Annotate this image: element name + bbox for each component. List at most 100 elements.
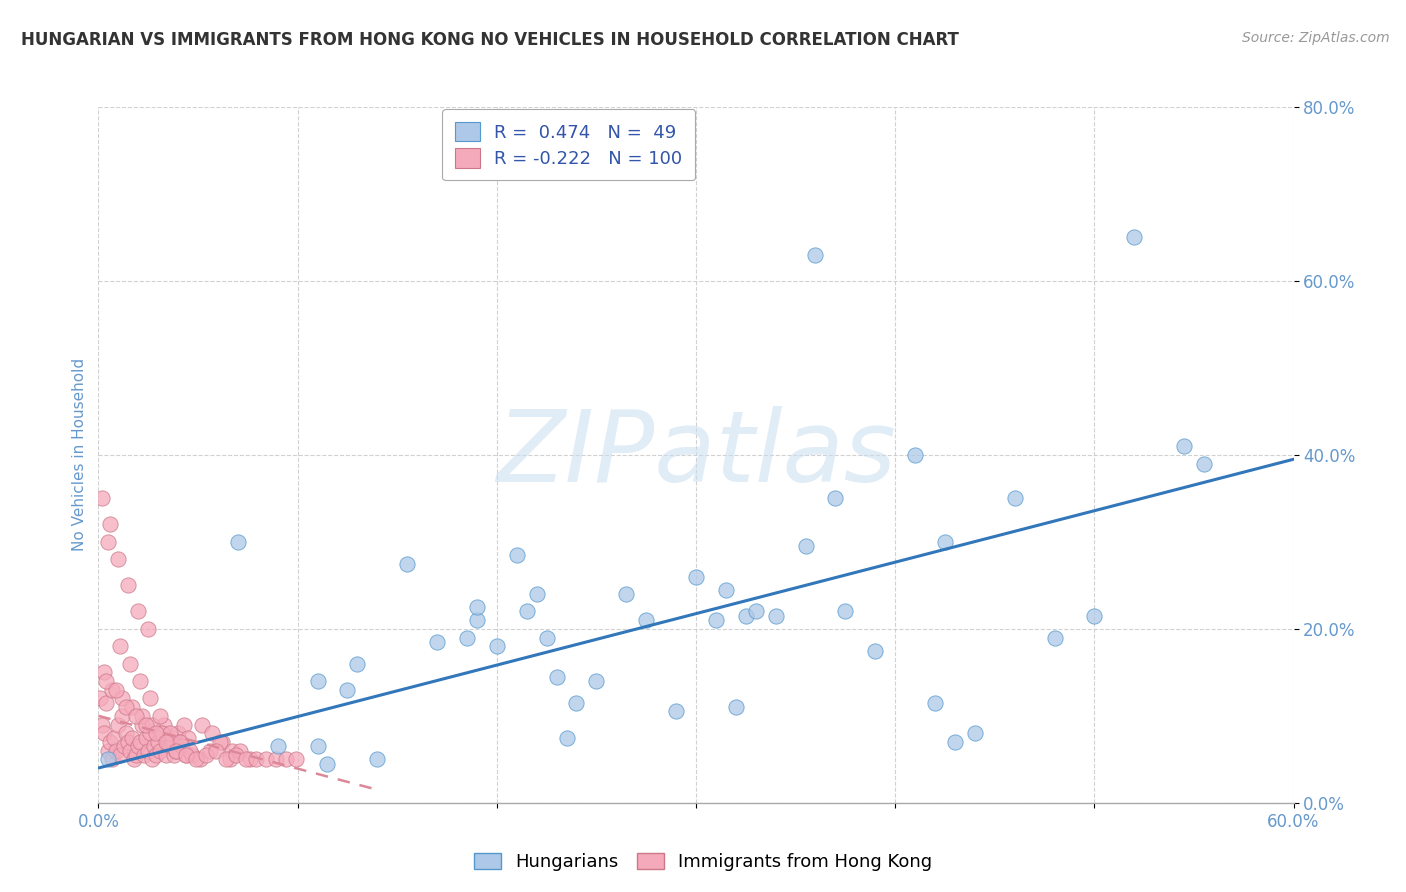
Point xyxy=(107,717,129,731)
Point xyxy=(614,587,637,601)
Point xyxy=(98,735,122,749)
Point xyxy=(110,639,132,653)
Point xyxy=(1004,491,1026,506)
Point xyxy=(93,665,115,680)
Point xyxy=(160,731,183,745)
Point xyxy=(145,726,167,740)
Point xyxy=(167,726,190,740)
Point xyxy=(834,605,856,619)
Point xyxy=(174,747,197,762)
Point xyxy=(160,735,183,749)
Point xyxy=(316,756,339,771)
Point xyxy=(229,744,252,758)
Point xyxy=(96,696,118,710)
Point xyxy=(1192,457,1215,471)
Point xyxy=(121,731,143,745)
Point xyxy=(139,691,162,706)
Point xyxy=(121,700,143,714)
Point xyxy=(804,248,827,262)
Point xyxy=(526,587,548,601)
Point xyxy=(565,696,588,710)
Point xyxy=(148,735,170,749)
Point xyxy=(745,605,768,619)
Point xyxy=(165,744,187,758)
Point xyxy=(172,739,194,754)
Point xyxy=(112,739,135,754)
Point xyxy=(93,726,115,740)
Point xyxy=(97,534,120,549)
Point xyxy=(1043,631,1066,645)
Point xyxy=(904,448,927,462)
Point xyxy=(366,752,388,766)
Point xyxy=(135,717,157,731)
Point xyxy=(636,613,658,627)
Point xyxy=(169,735,191,749)
Point xyxy=(685,570,707,584)
Point xyxy=(284,752,307,766)
Point xyxy=(177,731,200,745)
Point xyxy=(129,674,152,689)
Point xyxy=(159,726,181,740)
Point xyxy=(127,739,149,754)
Text: HUNGARIAN VS IMMIGRANTS FROM HONG KONG NO VEHICLES IN HOUSEHOLD CORRELATION CHAR: HUNGARIAN VS IMMIGRANTS FROM HONG KONG N… xyxy=(21,31,959,49)
Point xyxy=(163,747,186,762)
Point xyxy=(135,731,157,745)
Point xyxy=(141,752,163,766)
Point xyxy=(125,708,148,723)
Point xyxy=(101,682,124,697)
Point xyxy=(120,744,142,758)
Point xyxy=(794,539,817,553)
Point xyxy=(179,744,201,758)
Point xyxy=(465,600,488,615)
Point xyxy=(198,744,221,758)
Point xyxy=(201,726,224,740)
Y-axis label: No Vehicles in Household: No Vehicles in Household xyxy=(72,359,87,551)
Point xyxy=(91,717,114,731)
Point xyxy=(1173,439,1195,453)
Point xyxy=(219,752,242,766)
Point xyxy=(107,552,129,566)
Point xyxy=(174,747,197,762)
Point xyxy=(155,747,177,762)
Point xyxy=(134,747,156,762)
Point xyxy=(159,739,181,754)
Point xyxy=(98,517,122,532)
Point xyxy=(129,735,152,749)
Point xyxy=(136,622,159,636)
Point xyxy=(173,717,195,731)
Point xyxy=(1083,608,1105,623)
Point xyxy=(165,744,187,758)
Point xyxy=(125,747,148,762)
Point xyxy=(225,747,247,762)
Point xyxy=(169,735,191,749)
Point xyxy=(145,747,167,762)
Point xyxy=(963,726,986,740)
Point xyxy=(150,726,173,740)
Point xyxy=(208,735,231,749)
Point xyxy=(97,752,120,766)
Point xyxy=(141,717,163,731)
Point xyxy=(131,717,153,731)
Point xyxy=(191,717,214,731)
Point xyxy=(89,691,111,706)
Point xyxy=(181,747,204,762)
Point xyxy=(465,613,488,627)
Point xyxy=(396,557,419,571)
Point xyxy=(117,578,139,592)
Point xyxy=(127,605,149,619)
Point xyxy=(139,726,162,740)
Point xyxy=(103,731,125,745)
Point xyxy=(131,708,153,723)
Point xyxy=(734,608,756,623)
Point xyxy=(546,670,568,684)
Point xyxy=(765,608,787,623)
Point xyxy=(307,739,329,754)
Point xyxy=(101,752,124,766)
Point xyxy=(115,700,138,714)
Point xyxy=(91,491,114,506)
Point xyxy=(516,605,538,619)
Point xyxy=(150,726,173,740)
Point xyxy=(211,735,233,749)
Point xyxy=(194,747,218,762)
Point xyxy=(110,747,132,762)
